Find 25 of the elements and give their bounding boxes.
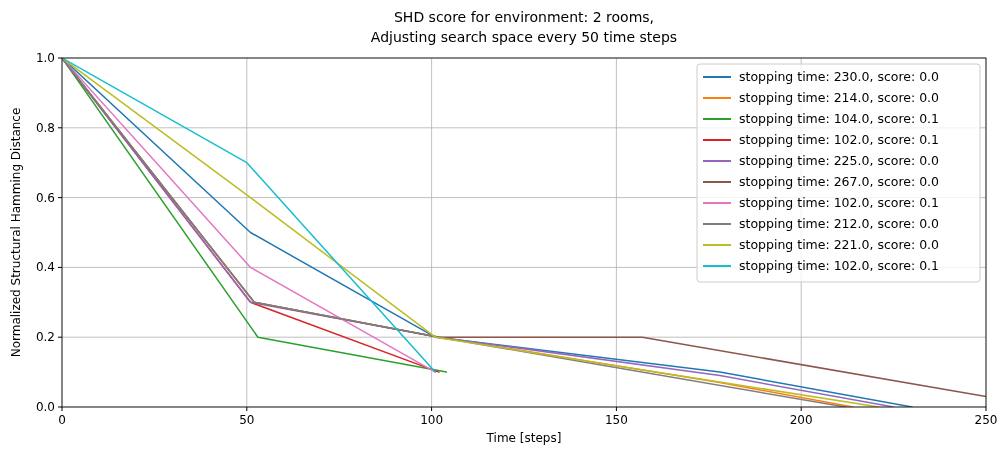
- x-tick-label: 250: [974, 413, 998, 427]
- x-tick-label: 200: [789, 413, 813, 427]
- y-tick-label: 0.8: [35, 120, 55, 135]
- legend-label: stopping time: 102.0, score: 0.1: [739, 132, 940, 147]
- y-tick-label: 0.4: [35, 260, 55, 275]
- y-tick-label: 0.6: [35, 190, 55, 205]
- x-axis-title: Time [steps]: [485, 431, 562, 445]
- y-axis-title: Normalized Structural Hamming Distance: [9, 107, 23, 358]
- legend-label: stopping time: 102.0, score: 0.1: [739, 195, 940, 210]
- y-tick-label: 0.0: [35, 400, 55, 414]
- legend-label: stopping time: 104.0, score: 0.1: [739, 111, 940, 126]
- legend-label: stopping time: 225.0, score: 0.0: [739, 153, 940, 168]
- legend-label: stopping time: 102.0, score: 0.1: [739, 258, 940, 273]
- y-tick-label: 0.2: [35, 330, 55, 345]
- legend-label: stopping time: 221.0, score: 0.0: [739, 237, 940, 252]
- y-tick-label: 1.0: [35, 51, 55, 65]
- x-tick-label: 50: [239, 413, 255, 427]
- legend-label: stopping time: 230.0, score: 0.0: [739, 69, 940, 84]
- legend-label: stopping time: 214.0, score: 0.0: [739, 90, 940, 105]
- legend-label: stopping time: 267.0, score: 0.0: [739, 174, 940, 189]
- x-tick-label: 0: [58, 413, 66, 427]
- x-tick-label: 150: [604, 413, 628, 427]
- chart-title: SHD score for environment: 2 rooms, Adjusting search space every 50 time steps: [370, 9, 678, 45]
- x-tick-label: 100: [420, 413, 444, 427]
- legend-label: stopping time: 212.0, score: 0.0: [739, 216, 940, 231]
